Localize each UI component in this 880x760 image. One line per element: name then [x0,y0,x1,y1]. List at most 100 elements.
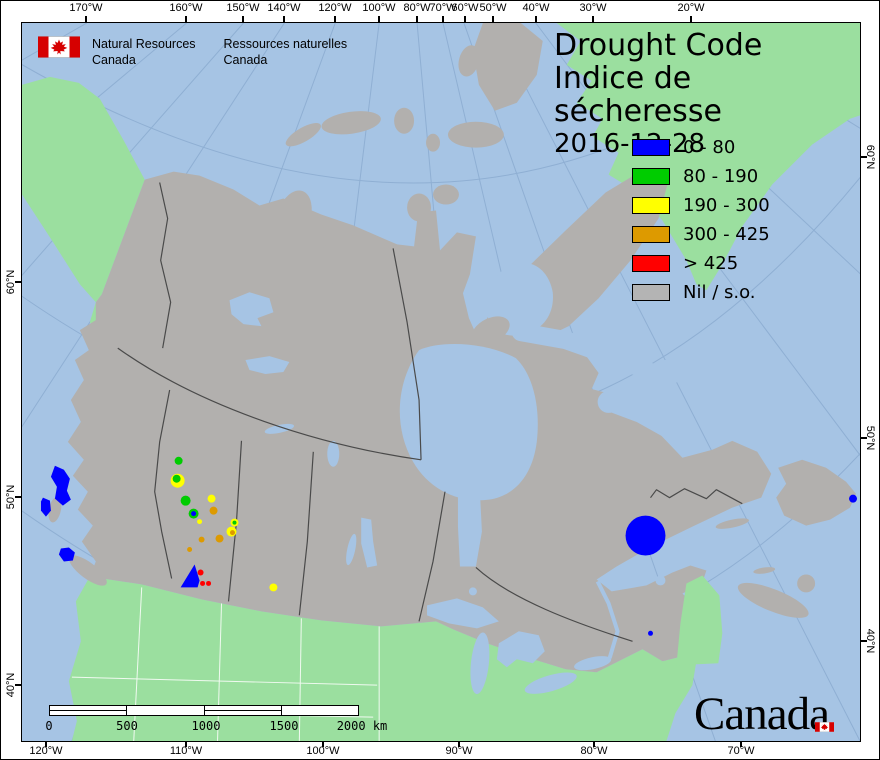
axis-label-top: 20°W [677,2,705,14]
victoria-island [317,232,398,285]
lake-erie [524,672,577,694]
axis-label-top: 160°W [169,2,203,14]
drought-point [50,465,71,506]
legend-swatch [632,139,670,156]
axis-label-top: 170°W [69,2,103,14]
legend-row: 300 - 425 [632,220,770,249]
axis-label-top: 50°W [479,2,507,14]
legend-label: 300 - 425 [683,224,770,245]
drought-point [207,494,216,503]
scale-bar-label: 0 [45,719,53,733]
axis-tick [283,16,285,22]
drought-point [230,530,235,536]
inland-waters [229,262,680,694]
axis-label-top: 30°W [579,2,607,14]
axis-tick [15,496,21,498]
map-title: Drought Code Indice de sécheresse 2016-1… [554,29,860,161]
drought-point [198,536,205,543]
axis-tick [185,16,187,22]
axis-tick [690,16,692,22]
great-slave-lake [245,356,290,375]
newfoundland [776,459,857,526]
drought-point [191,511,197,517]
drought-point [206,580,212,586]
axis-tick [861,156,867,158]
coastal-islands [48,316,857,618]
scale-bar-label: 500 [116,719,138,733]
drought-point [172,474,181,483]
prince-edward-island [753,567,776,574]
legend-swatch [632,255,670,272]
axis-label-top: 120°W [318,2,352,14]
axis-tick [592,16,594,22]
axis-label-top: 70°W [429,2,457,14]
southampton-island [472,316,510,344]
drought-point [58,547,75,562]
axis-label-bottom: 120°W [29,745,63,757]
axis-label-top: 80°W [403,2,431,14]
legend-swatch [632,197,670,214]
scale-bar-segments [49,705,369,716]
axis-label-bottom: 110°W [169,745,203,757]
provincial-borders [117,182,743,642]
ellesmere-island [472,23,543,111]
axis-label-top: 150°W [226,2,260,14]
hudson-strait [511,323,665,383]
drought-point [180,564,200,588]
scale-bar: 0 500 1000 1500 2000 km [45,705,387,733]
logo-text-fr: Ressources naturelles Canada [223,37,348,67]
legend-label: 80 - 190 [683,166,759,187]
legend-swatch [632,226,670,243]
map-frame: Natural Resources Canada Ressources natur… [21,22,861,742]
nrcan-logo: Natural Resources Canada Ressources natur… [37,36,348,68]
axis-label-bottom: 70°W [727,745,755,757]
axis-tick [85,16,87,22]
axis-tick [242,16,244,22]
drought-point [40,497,51,517]
axis-tick [442,16,444,22]
great-bear-lake [229,292,274,327]
nova-scotia [737,582,809,618]
legend-row: Nil / s.o. [632,278,770,307]
legend-label: > 425 [683,253,739,274]
lake-superior [427,598,499,629]
anticosti-island [715,518,749,529]
title-fr: Indice de sécheresse [554,61,722,129]
foreign-land [22,23,860,741]
drought-point [200,580,206,586]
drought-point [197,569,204,576]
drought-point [187,547,193,553]
canada-wordmark: Canada [694,691,835,738]
axis-tick [464,16,466,22]
axis-label-top: 40°W [522,2,550,14]
hudson-bay [399,343,538,501]
lake-ontario [574,656,612,671]
lake-michigan [470,632,490,694]
drought-point [232,520,237,525]
alaska [22,76,145,303]
legend-swatch [632,168,670,185]
drought-point [209,506,218,515]
legend-label: 190 - 300 [683,195,770,216]
lake-huron [496,631,545,668]
scale-bar-label: 1000 [191,719,221,733]
axis-tick [45,741,47,747]
drought-point [174,456,183,465]
ungava-bay [597,390,620,413]
axis-tick [416,16,418,22]
scale-bar-label: 1500 [269,719,299,733]
drought-point [215,534,224,543]
drought-point [648,630,653,636]
canada-flag-icon [814,694,835,741]
legend-swatch [632,284,670,301]
st-lawrence-river [595,580,620,659]
axis-label-top: 140°W [267,2,301,14]
legend-row: > 425 [632,249,770,278]
vancouver-island [68,555,107,586]
devon-island [447,121,504,148]
axis-tick [185,741,187,747]
drought-point [180,495,191,506]
map-date: 2016-12-28 [554,129,706,159]
banks-island [274,190,312,247]
axis-tick [740,741,742,747]
